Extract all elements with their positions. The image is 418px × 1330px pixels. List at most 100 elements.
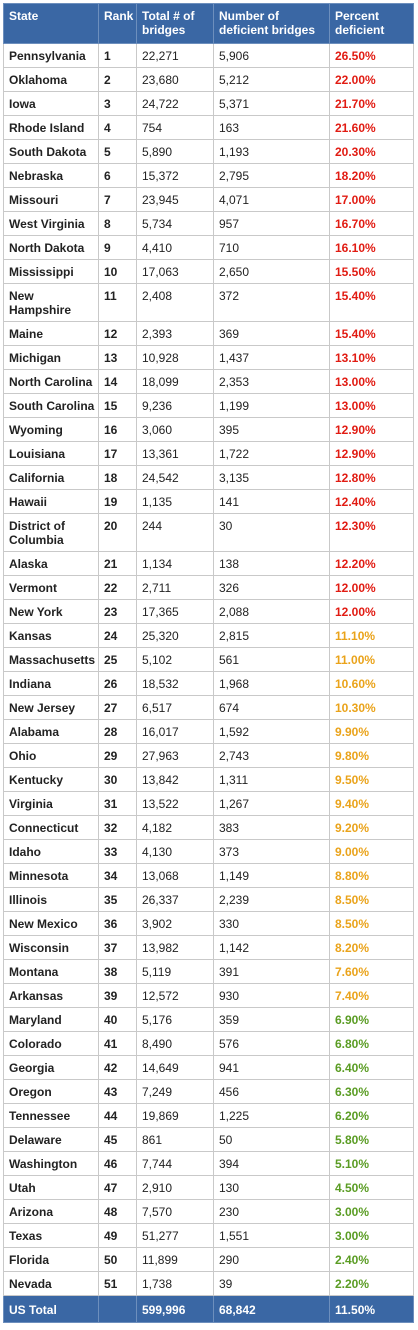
rank-cell: 32 <box>98 815 137 840</box>
deficient-bridges-cell: 4,071 <box>213 187 330 212</box>
percent-deficient-cell: 6.20% <box>329 1103 414 1128</box>
rank-cell: 6 <box>98 163 137 188</box>
state-cell: Nevada <box>3 1271 99 1296</box>
state-cell: Kansas <box>3 623 99 648</box>
table-row: Arkansas 39 12,572 930 7.40% <box>3 983 414 1008</box>
deficient-bridges-cell: 2,650 <box>213 259 330 284</box>
total-label: US Total <box>3 1295 99 1323</box>
percent-deficient-cell: 9.90% <box>329 719 414 744</box>
deficient-bridges-cell: 2,743 <box>213 743 330 768</box>
deficient-bridges-cell: 359 <box>213 1007 330 1032</box>
deficient-bridges-cell: 1,142 <box>213 935 330 960</box>
total-bridges-cell: 13,361 <box>136 441 214 466</box>
deficient-bridges-cell: 1,199 <box>213 393 330 418</box>
deficient-bridges-cell: 39 <box>213 1271 330 1296</box>
rank-cell: 10 <box>98 259 137 284</box>
table-row: North Carolina 14 18,099 2,353 13.00% <box>3 369 414 394</box>
rank-cell: 43 <box>98 1079 137 1104</box>
percent-deficient-cell: 7.60% <box>329 959 414 984</box>
total-bridges-cell: 4,410 <box>136 235 214 260</box>
deficient-bridges-cell: 1,225 <box>213 1103 330 1128</box>
total-bridges-cell: 25,320 <box>136 623 214 648</box>
deficient-bridges-cell: 1,968 <box>213 671 330 696</box>
header-state: State <box>3 3 99 44</box>
total-bridges-cell: 1,738 <box>136 1271 214 1296</box>
rank-cell: 16 <box>98 417 137 442</box>
state-cell: Utah <box>3 1175 99 1200</box>
state-cell: Virginia <box>3 791 99 816</box>
table-row: Rhode Island 4 754 163 21.60% <box>3 115 414 140</box>
percent-deficient-cell: 3.00% <box>329 1223 414 1248</box>
percent-deficient-cell: 12.20% <box>329 551 414 576</box>
percent-deficient-cell: 8.80% <box>329 863 414 888</box>
percent-deficient-cell: 9.40% <box>329 791 414 816</box>
total-bridges-cell: 24,542 <box>136 465 214 490</box>
percent-deficient-cell: 12.80% <box>329 465 414 490</box>
table-row: Oregon 43 7,249 456 6.30% <box>3 1079 414 1104</box>
deficient-bridges-cell: 395 <box>213 417 330 442</box>
total-bridges-cell: 24,722 <box>136 91 214 116</box>
table-row: Missouri 7 23,945 4,071 17.00% <box>3 187 414 212</box>
state-cell: Arkansas <box>3 983 99 1008</box>
rank-cell: 30 <box>98 767 137 792</box>
total-bridges-cell: 23,945 <box>136 187 214 212</box>
percent-deficient-cell: 21.60% <box>329 115 414 140</box>
table-row: Kentucky 30 13,842 1,311 9.50% <box>3 767 414 792</box>
deficient-bridges-cell: 290 <box>213 1247 330 1272</box>
total-bridges-cell: 5,176 <box>136 1007 214 1032</box>
rank-cell: 23 <box>98 599 137 624</box>
bridge-deficiency-table: State Rank Total # of bridges Number of … <box>3 3 414 1323</box>
total-bridges-cell: 3,902 <box>136 911 214 936</box>
deficient-bridges-cell: 163 <box>213 115 330 140</box>
deficient-bridges-cell: 50 <box>213 1127 330 1152</box>
percent-deficient-cell: 22.00% <box>329 67 414 92</box>
total-deficient: 68,842 <box>213 1295 330 1323</box>
table-row: West Virginia 8 5,734 957 16.70% <box>3 211 414 236</box>
table-row: Kansas 24 25,320 2,815 11.10% <box>3 623 414 648</box>
state-cell: District of Columbia <box>3 513 99 552</box>
deficient-bridges-cell: 2,815 <box>213 623 330 648</box>
table-row: Oklahoma 2 23,680 5,212 22.00% <box>3 67 414 92</box>
table-row: Louisiana 17 13,361 1,722 12.90% <box>3 441 414 466</box>
table-row: Vermont 22 2,711 326 12.00% <box>3 575 414 600</box>
rank-cell: 48 <box>98 1199 137 1224</box>
percent-deficient-cell: 20.30% <box>329 139 414 164</box>
rank-cell: 1 <box>98 43 137 68</box>
rank-cell: 4 <box>98 115 137 140</box>
total-bridges-cell: 13,522 <box>136 791 214 816</box>
header-percent-deficient: Percent deficient <box>329 3 414 44</box>
table-row: Washington 46 7,744 394 5.10% <box>3 1151 414 1176</box>
total-bridges-cell: 13,068 <box>136 863 214 888</box>
state-cell: North Dakota <box>3 235 99 260</box>
table-row: California 18 24,542 3,135 12.80% <box>3 465 414 490</box>
rank-cell: 2 <box>98 67 137 92</box>
total-bridges-cell: 5,890 <box>136 139 214 164</box>
rank-cell: 37 <box>98 935 137 960</box>
rank-cell: 40 <box>98 1007 137 1032</box>
percent-deficient-cell: 9.50% <box>329 767 414 792</box>
table-row: Ohio 29 27,963 2,743 9.80% <box>3 743 414 768</box>
state-cell: Colorado <box>3 1031 99 1056</box>
table-row: New Hampshire 11 2,408 372 15.40% <box>3 283 414 322</box>
total-bridges-cell: 18,532 <box>136 671 214 696</box>
percent-deficient-cell: 15.50% <box>329 259 414 284</box>
total-bridges-cell: 754 <box>136 115 214 140</box>
table-row: Nebraska 6 15,372 2,795 18.20% <box>3 163 414 188</box>
table-row: South Dakota 5 5,890 1,193 20.30% <box>3 139 414 164</box>
state-cell: Hawaii <box>3 489 99 514</box>
state-cell: Oklahoma <box>3 67 99 92</box>
table-row: Pennsylvania 1 22,271 5,906 26.50% <box>3 43 414 68</box>
deficient-bridges-cell: 141 <box>213 489 330 514</box>
total-bridges-cell: 17,365 <box>136 599 214 624</box>
percent-deficient-cell: 17.00% <box>329 187 414 212</box>
state-cell: Georgia <box>3 1055 99 1080</box>
rank-cell: 13 <box>98 345 137 370</box>
deficient-bridges-cell: 2,353 <box>213 369 330 394</box>
table-row: Iowa 3 24,722 5,371 21.70% <box>3 91 414 116</box>
total-bridges-cell: 6,517 <box>136 695 214 720</box>
state-cell: Washington <box>3 1151 99 1176</box>
rank-cell: 15 <box>98 393 137 418</box>
percent-deficient-cell: 18.20% <box>329 163 414 188</box>
table-row: Alaska 21 1,134 138 12.20% <box>3 551 414 576</box>
total-row: US Total 599,996 68,842 11.50% <box>3 1295 414 1323</box>
